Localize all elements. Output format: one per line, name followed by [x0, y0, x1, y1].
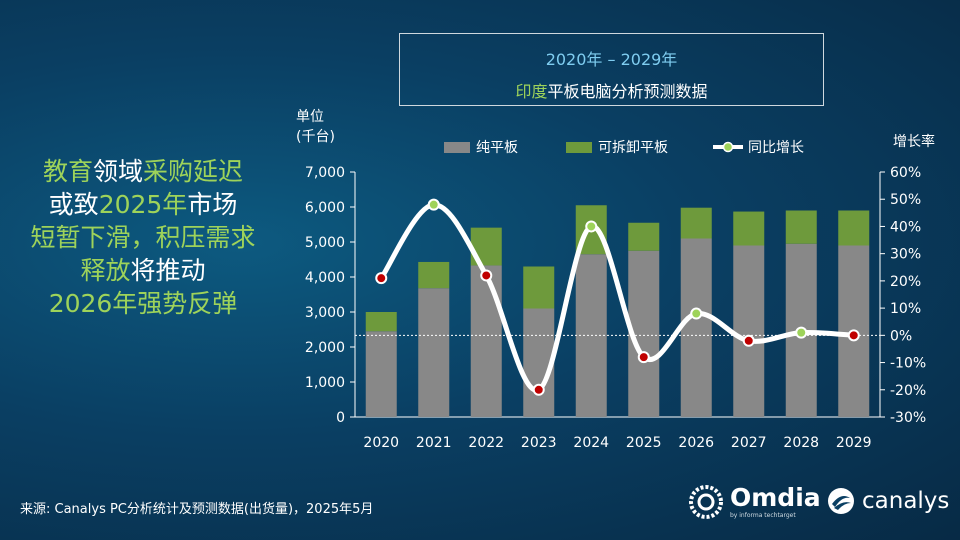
- headline: 教育领域采购延迟 或致2025年市场 短暂下滑，积压需求 释放将推动 2026年…: [18, 155, 268, 320]
- headline-segment: 市场: [187, 190, 238, 219]
- left-tick-label: 3,000: [305, 305, 345, 321]
- growth-point-2028: [795, 326, 808, 339]
- chart-title-box: 2020年 – 2029年 印度平板电脑分析预测数据: [399, 33, 824, 106]
- x-tick-label-2024: 2024: [573, 435, 609, 451]
- right-tick-label: 60%: [890, 165, 921, 181]
- bar-pure-2020: [365, 331, 397, 417]
- headline-segment: 短暂下滑，积压需求: [30, 223, 256, 252]
- chart-title-accent: 印度: [515, 82, 548, 101]
- right-tick-label: 20%: [890, 274, 921, 290]
- omdia-mark-icon: [689, 485, 723, 519]
- right-axis-label: 增长率: [893, 134, 935, 150]
- x-tick-label-2023: 2023: [521, 435, 557, 451]
- legend-label-growth: 同比增长: [748, 140, 804, 156]
- x-tick-label-2028: 2028: [783, 435, 819, 451]
- legend-swatch-detachable: [566, 141, 592, 153]
- x-tick-label-2022: 2022: [468, 435, 504, 451]
- growth-point-2023: [532, 383, 545, 396]
- left-tick-label: 7,000: [305, 165, 345, 181]
- bar-detachable-2025: [628, 222, 660, 251]
- headline-segment: 或致: [48, 190, 99, 219]
- growth-point-2020: [375, 272, 388, 285]
- omdia-logo: Omdia by informa techtarget: [688, 484, 821, 520]
- growth-point-2022: [480, 269, 493, 282]
- bar-detachable-2021: [418, 261, 450, 289]
- x-tick-label-2020: 2020: [363, 435, 399, 451]
- right-tick-label: -10%: [890, 356, 926, 372]
- bar-pure-2026: [680, 238, 712, 417]
- growth-point-2029: [847, 329, 860, 342]
- bar-detachable-2020: [365, 312, 397, 332]
- chart-title-rest: 平板电脑分析预测数据: [547, 82, 708, 101]
- x-tick-label-2029: 2029: [836, 435, 872, 451]
- legend-swatch-growth: [713, 141, 743, 153]
- chart-title-years: 2020年 – 2029年: [545, 50, 678, 69]
- left-tick-label: 6,000: [305, 200, 345, 216]
- bar-detachable-2028: [785, 210, 817, 244]
- growth-point-2026: [690, 307, 703, 320]
- bar-detachable-2027: [733, 211, 765, 246]
- legend-label-detachable: 可拆卸平板: [598, 140, 668, 156]
- headline-segment: 将推动: [130, 256, 206, 285]
- chart-title-main: 印度平板电脑分析预测数据: [400, 78, 823, 102]
- bar-detachable-2026: [680, 207, 712, 239]
- x-tick-label-2025: 2025: [626, 435, 662, 451]
- bar-pure-2021: [418, 288, 450, 417]
- headline-line-3: 短暂下滑，积压需求: [18, 221, 268, 254]
- headline-line-1: 教育领域采购延迟: [18, 155, 268, 188]
- omdia-wordmark: Omdia: [730, 483, 821, 512]
- left-tick-label: 2,000: [305, 340, 345, 356]
- bar-pure-2027: [733, 245, 765, 417]
- left-tick-label: 0: [336, 410, 345, 426]
- right-tick-label: 40%: [890, 219, 921, 235]
- headline-line-5: 2026年强势反弹: [18, 287, 268, 320]
- legend-label-pure: 纯平板: [476, 140, 518, 156]
- headline-segment: 教育: [42, 157, 93, 186]
- right-tick-label: 30%: [890, 247, 921, 263]
- legend-item-pure: 纯平板: [444, 137, 518, 157]
- canalys-mark-icon: [828, 488, 854, 514]
- headline-line-4: 释放将推动: [18, 254, 268, 287]
- unit-label-line2: (千台): [296, 129, 335, 145]
- right-tick-label: 10%: [890, 301, 921, 317]
- left-axis-unit: 单位 (千台): [296, 107, 335, 147]
- x-tick-label-2021: 2021: [416, 435, 452, 451]
- growth-point-2027: [742, 334, 755, 347]
- source-note: 来源: Canalys PC分析统计及预测数据(出货量)，2025年5月: [20, 502, 374, 517]
- x-tick-label-2027: 2027: [731, 435, 767, 451]
- growth-point-2025: [637, 351, 650, 364]
- headline-segment: 释放: [80, 256, 131, 285]
- bar-pure-2022: [470, 265, 502, 417]
- left-tick-label: 5,000: [305, 235, 345, 251]
- headline-segment: 采购延迟: [143, 157, 244, 186]
- omdia-subtext: by informa techtarget: [730, 512, 796, 519]
- right-tick-label: 50%: [890, 192, 921, 208]
- growth-point-2021: [427, 198, 440, 211]
- headline-line-2: 或致2025年市场: [18, 188, 268, 221]
- legend-swatch-pure: [444, 141, 470, 153]
- right-tick-label: 0%: [890, 328, 912, 344]
- bar-detachable-2023: [523, 266, 555, 309]
- canalys-logo: canalys: [826, 486, 949, 516]
- growth-line: [379, 202, 854, 393]
- legend-item-growth: 同比增长: [712, 137, 804, 157]
- canalys-wordmark: canalys: [862, 488, 950, 514]
- headline-segment: 领域: [92, 157, 143, 186]
- right-tick-label: -30%: [890, 410, 926, 426]
- x-tick-label-2026: 2026: [678, 435, 714, 451]
- left-tick-label: 1,000: [305, 375, 345, 391]
- growth-point-2024: [585, 220, 598, 233]
- left-tick-label: 4,000: [305, 270, 345, 286]
- bar-detachable-2029: [838, 210, 870, 246]
- headline-segment: 2026年强势反弹: [48, 289, 238, 318]
- unit-label-line1: 单位: [296, 109, 324, 125]
- headline-segment: 2025年: [98, 190, 188, 219]
- legend-item-detachable: 可拆卸平板: [566, 137, 668, 157]
- right-tick-label: -20%: [890, 383, 926, 399]
